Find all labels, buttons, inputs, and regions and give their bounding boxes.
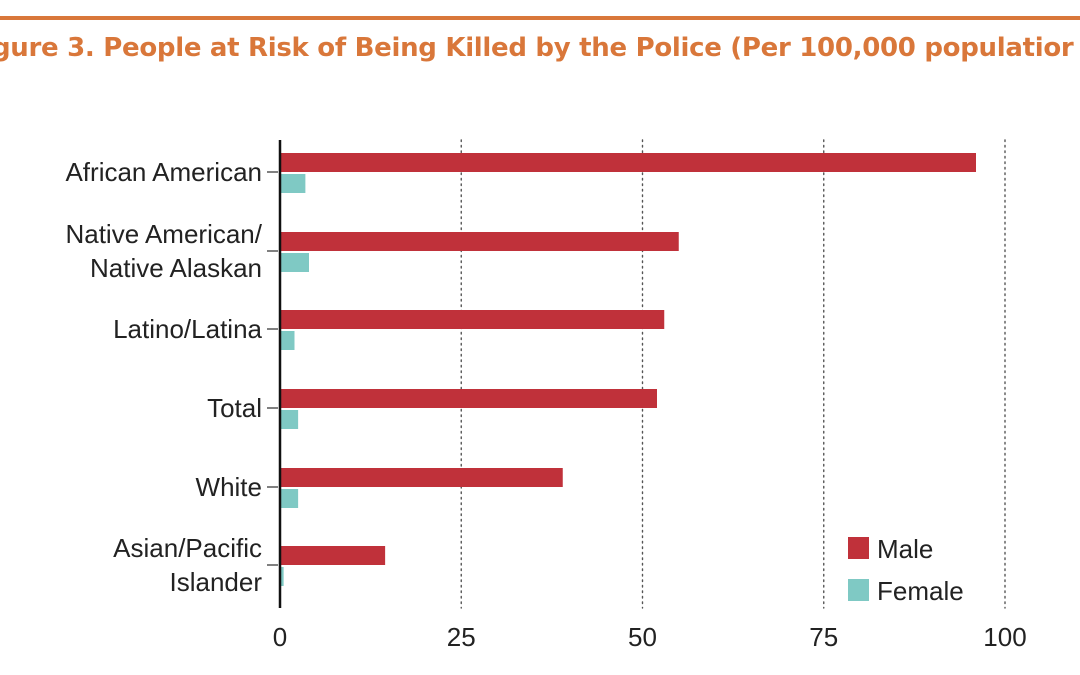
male-bar <box>280 153 976 172</box>
female-bar <box>280 253 309 272</box>
legend-swatch <box>848 579 869 601</box>
legend-swatch <box>848 537 869 559</box>
figure-title: gure 3. People at Risk of Being Killed b… <box>0 33 1074 63</box>
male-bar <box>280 310 665 329</box>
male-bar <box>280 232 679 251</box>
female-bar <box>280 489 299 508</box>
category-label: Native American/Native Alaskan <box>65 219 262 283</box>
tick-labels: 0 25 50 75 100 <box>273 622 1027 652</box>
male-bar <box>280 389 657 408</box>
category-label: Total <box>207 393 262 423</box>
x-tick-label: 75 <box>809 622 838 652</box>
male-bar <box>280 546 386 565</box>
grid-lines <box>460 139 1006 609</box>
female-bar <box>280 410 299 429</box>
category-label: Asian/Pacific Islander <box>113 533 262 597</box>
x-tick-label: 50 <box>628 622 657 652</box>
category-label: Latino/Latina <box>113 314 262 344</box>
x-tick-label: 100 <box>983 622 1026 652</box>
female-bar <box>280 174 306 193</box>
bars <box>280 153 976 586</box>
legend-label: Male <box>877 534 933 564</box>
category-label: African American <box>65 157 262 187</box>
female-bar <box>280 331 295 350</box>
x-tick-label: 25 <box>447 622 476 652</box>
x-tick-label: 0 <box>273 622 287 652</box>
category-labels: African American Native American/Native A… <box>65 157 262 597</box>
category-label: White <box>196 472 262 502</box>
legend: Male Female <box>848 534 964 606</box>
axis <box>267 140 282 608</box>
female-bar <box>280 567 284 586</box>
male-bar <box>280 468 563 487</box>
legend-label: Female <box>877 576 964 606</box>
title-rule <box>0 16 1080 20</box>
